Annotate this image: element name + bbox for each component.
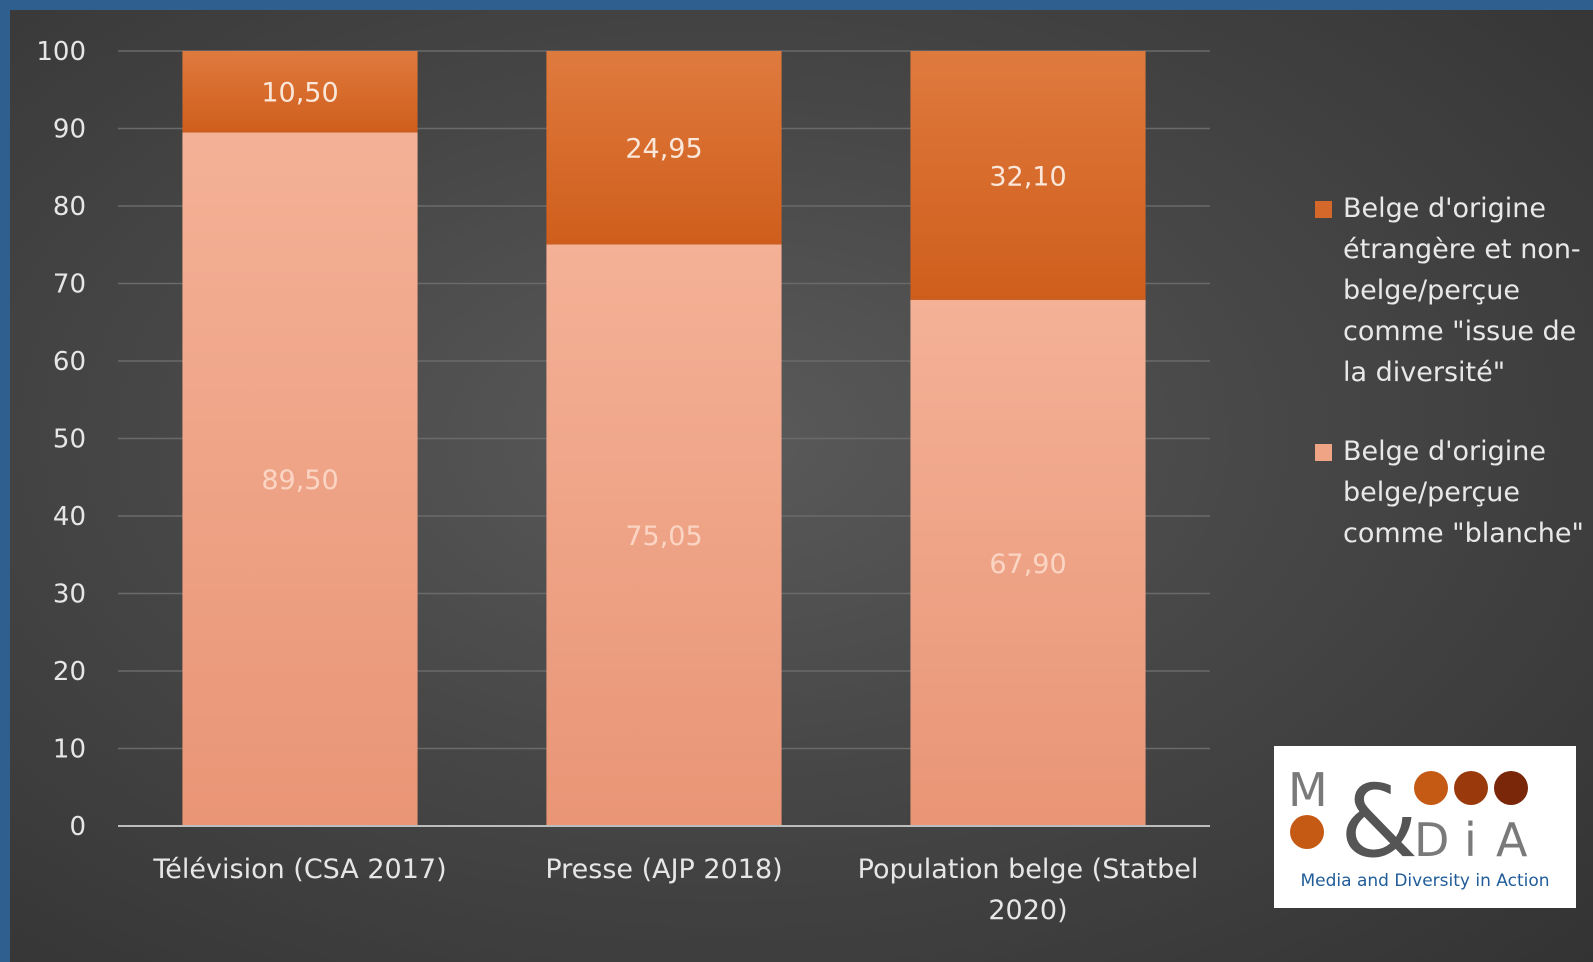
stacked-bar-chart: 0 10 20 30 40 50 60 70 80 90 100 89,50 10,50 75,05 24… [36,37,1210,926]
data-label: 32,10 [989,161,1066,192]
legend-label-belgian-origin: Belge d'origine belge/perçue comme "blan… [1343,436,1584,549]
legend-item-foreign-origin: Belge d'origine étrangère et non-belge/p… [1315,188,1585,393]
y-tick-label: 50 [53,425,86,455]
y-tick-label: 30 [53,580,86,610]
bar-segment [546,244,782,827]
data-label: 24,95 [625,134,702,165]
y-tick-label: 40 [53,502,86,532]
data-label: 89,50 [261,465,338,496]
data-label: 67,90 [989,549,1066,580]
bar-segment [546,51,782,245]
bar-segment [910,51,1146,300]
data-label: 75,05 [625,521,702,552]
logo-ampersand: & [1340,763,1418,880]
logo-letter-d: D [1414,813,1449,867]
chart-frame: 0 10 20 30 40 50 60 70 80 90 100 89,50 10,50 75,05 24… [10,10,1593,962]
logo-letter-i: i [1464,813,1477,867]
legend-swatch-foreign-origin [1315,201,1332,218]
logo-dot-3 [1454,771,1488,805]
x-category-label: Population belge (Statbel 2020) [858,854,1199,926]
legend-label-foreign-origin: Belge d'origine étrangère et non-belge/p… [1343,193,1581,388]
media-diversity-logo: M & D i A Media and Diversity in Action [1274,746,1576,908]
logo-dot-4 [1494,771,1528,805]
legend-swatch-belgian-origin [1315,444,1332,461]
x-category-label: Presse (AJP 2018) [545,854,782,885]
y-tick-label: 70 [53,270,86,300]
bar-segment [182,132,418,826]
y-tick-label: 100 [36,37,86,67]
logo-letter-m: M [1288,763,1328,817]
data-labels: 89,50 10,50 75,05 24,95 67,90 32,10 [261,78,1066,580]
y-tick-label: 20 [53,657,86,687]
bars [182,51,1146,827]
bar-segment [910,299,1146,826]
y-tick-label: 60 [53,347,86,377]
bar-segment [182,51,418,133]
x-axis-categories: Télévision (CSA 2017) Presse (AJP 2018) Po… [152,854,1198,926]
y-tick-label: 0 [69,812,86,842]
logo-dot-2 [1414,771,1448,805]
logo-tagline: Media and Diversity in Action [1300,871,1549,891]
logo-dot-1 [1290,815,1324,849]
logo-letter-a: A [1496,813,1528,867]
y-axis-ticks: 0 10 20 30 40 50 60 70 80 90 100 [36,37,86,842]
legend: Belge d'origine étrangère et non-belge/p… [1315,188,1585,592]
y-tick-label: 10 [53,735,86,765]
legend-item-belgian-origin: Belge d'origine belge/perçue comme "blan… [1315,431,1585,554]
x-category-label: Télévision (CSA 2017) [152,854,446,885]
y-tick-label: 90 [53,115,86,145]
data-label: 10,50 [261,78,338,109]
y-tick-label: 80 [53,192,86,222]
